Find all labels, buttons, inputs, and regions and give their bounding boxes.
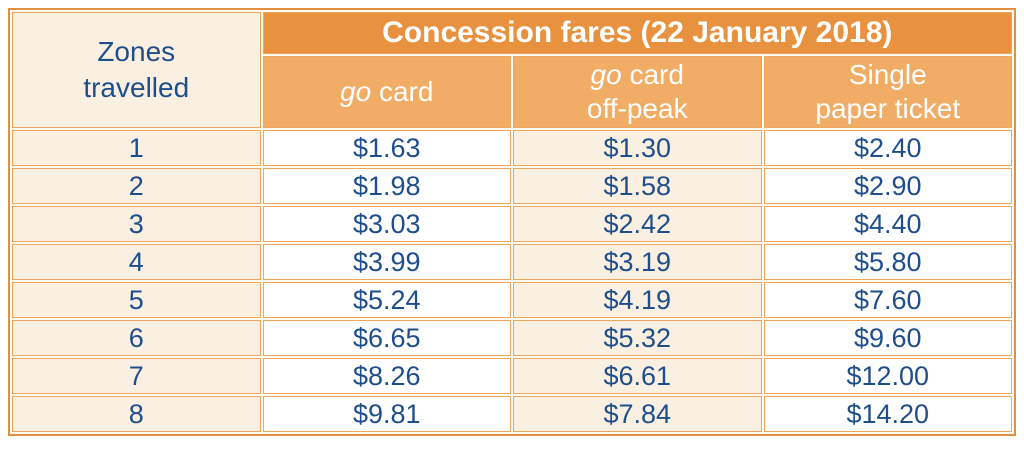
cell-zone: 1 — [12, 130, 261, 166]
go-card-rest-word: card — [371, 76, 434, 107]
go-card-italic-word: go — [340, 76, 372, 107]
cell-go-card-fare: $8.26 — [262, 358, 511, 394]
cell-zone: 8 — [12, 396, 261, 432]
cell-zone: 4 — [12, 244, 261, 280]
zones-header-line2: travelled — [83, 72, 190, 103]
table-row: 6 $6.65 $5.32 $9.60 — [12, 320, 1012, 356]
off-peak-rest-word: card — [621, 59, 684, 90]
column-header-single-paper-ticket: Single paper ticket — [763, 56, 1012, 128]
column-header-row: go card go card off-peak Single paper ti… — [12, 56, 1012, 128]
table-row: 1 $1.63 $1.30 $2.40 — [12, 130, 1012, 166]
cell-single-ticket-fare: $14.20 — [763, 396, 1012, 432]
cell-off-peak-fare: $1.58 — [513, 168, 762, 204]
cell-off-peak-fare: $6.61 — [513, 358, 762, 394]
cell-single-ticket-fare: $2.90 — [763, 168, 1012, 204]
cell-single-ticket-fare: $9.60 — [763, 320, 1012, 356]
cell-zone: 3 — [12, 206, 261, 242]
title-row: Zones travelled Concession fares (22 Jan… — [12, 12, 1012, 128]
cell-off-peak-fare: $4.19 — [513, 282, 762, 318]
cell-go-card-fare: $3.99 — [262, 244, 511, 280]
cell-go-card-fare: $6.65 — [262, 320, 511, 356]
table-row: 2 $1.98 $1.58 $2.90 — [12, 168, 1012, 204]
cell-zone: 5 — [12, 282, 261, 318]
table-row: 3 $3.03 $2.42 $4.40 — [12, 206, 1012, 242]
off-peak-header-line2: off-peak — [586, 93, 688, 124]
single-header-line2: paper ticket — [815, 93, 961, 124]
table-row: 5 $5.24 $4.19 $7.60 — [12, 282, 1012, 318]
cell-go-card-fare: $1.63 — [262, 130, 511, 166]
column-header-go-card-off-peak: go card off-peak — [513, 56, 762, 128]
cell-off-peak-fare: $2.42 — [513, 206, 762, 242]
cell-go-card-fare: $1.98 — [262, 168, 511, 204]
cell-zone: 6 — [12, 320, 261, 356]
cell-off-peak-fare: $1.30 — [513, 130, 762, 166]
table-title: Concession fares (22 January 2018) — [262, 12, 1012, 54]
table-row: 8 $9.81 $7.84 $14.20 — [12, 396, 1012, 432]
off-peak-header-line1: go card — [514, 58, 761, 92]
cell-off-peak-fare: $5.32 — [513, 320, 762, 356]
cell-single-ticket-fare: $5.80 — [763, 244, 1012, 280]
off-peak-italic-word: go — [590, 59, 622, 90]
cell-single-ticket-fare: $2.40 — [763, 130, 1012, 166]
cell-zone: 7 — [12, 358, 261, 394]
single-header-line1: Single — [848, 59, 927, 90]
table-row: 7 $8.26 $6.61 $12.00 — [12, 358, 1012, 394]
table-row: 4 $3.99 $3.19 $5.80 — [12, 244, 1012, 280]
cell-off-peak-fare: $7.84 — [513, 396, 762, 432]
column-header-go-card: go card — [262, 56, 511, 128]
cell-zone: 2 — [12, 168, 261, 204]
fare-table-body: 1 $1.63 $1.30 $2.40 2 $1.98 $1.58 $2.90 3 $3.03 $2… — [12, 130, 1012, 432]
cell-off-peak-fare: $3.19 — [513, 244, 762, 280]
zones-header-line1: Zones — [97, 36, 176, 67]
concession-fares-table: Zones travelled Concession fares (22 Jan… — [8, 8, 1016, 436]
cell-single-ticket-fare: $12.00 — [763, 358, 1012, 394]
cell-single-ticket-fare: $7.60 — [763, 282, 1012, 318]
cell-go-card-fare: $9.81 — [262, 396, 511, 432]
cell-single-ticket-fare: $4.40 — [763, 206, 1012, 242]
cell-go-card-fare: $3.03 — [262, 206, 511, 242]
cell-go-card-fare: $5.24 — [262, 282, 511, 318]
zones-travelled-header: Zones travelled — [12, 12, 261, 128]
